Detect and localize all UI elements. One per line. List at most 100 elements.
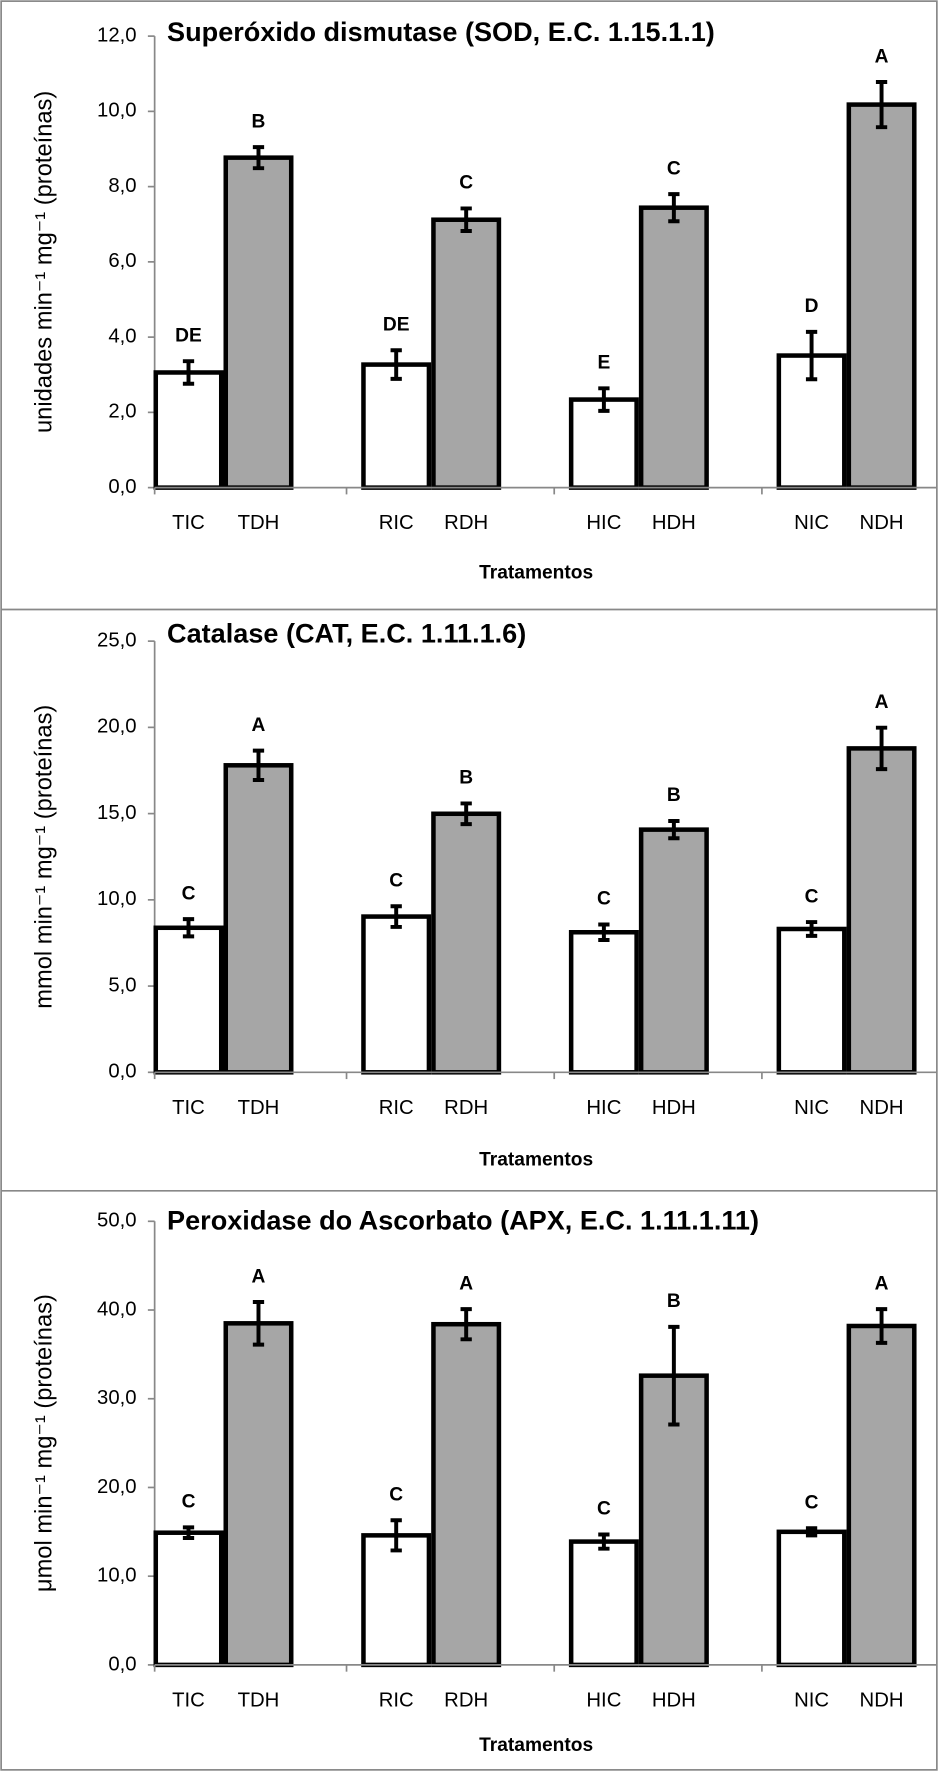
y-tick-label: 5,0: [108, 974, 136, 996]
chart-title: Superóxido dismutase (SOD, E.C. 1.15.1.1…: [167, 16, 715, 47]
y-tick-label: 15,0: [97, 802, 137, 824]
value-label: C: [805, 1493, 819, 1514]
value-label: C: [182, 1492, 196, 1513]
chart-title: Peroxidase do Ascorbato (APX, E.C. 1.11.…: [167, 1205, 759, 1236]
bar: [846, 1323, 917, 1668]
value-label: A: [875, 46, 889, 67]
value-label: C: [805, 886, 819, 907]
error-bar: [460, 801, 472, 827]
x-tick-label: NIC: [794, 512, 829, 534]
error-bar: [390, 1518, 402, 1553]
value-label: C: [459, 173, 473, 194]
value-label: C: [597, 1499, 611, 1520]
value-label: DE: [383, 315, 410, 336]
value-label: B: [252, 111, 266, 132]
bar: [153, 1530, 224, 1668]
x-tick-label: NDH: [860, 1097, 904, 1119]
error-bar: [805, 329, 818, 382]
x-tick-label: TIC: [172, 1097, 205, 1119]
error-bar: [598, 386, 610, 413]
bar: [153, 370, 224, 490]
bar: [361, 1533, 432, 1668]
error-bar: [805, 1526, 818, 1538]
value-label: A: [252, 715, 266, 736]
value-label: DE: [175, 325, 202, 346]
error-bar: [390, 348, 402, 381]
y-axis-label: mmol min⁻¹ mg⁻¹ (proteínas): [31, 705, 57, 1009]
error-bar: [805, 920, 818, 938]
x-tick-label: RDH: [444, 1097, 488, 1119]
x-tick-label: TDH: [238, 1689, 280, 1711]
y-tick-label: 40,0: [97, 1298, 137, 1320]
x-tick-label: HIC: [586, 1097, 621, 1119]
y-tick-label: 8,0: [108, 175, 136, 197]
error-bar: [668, 192, 680, 224]
error-bar: [460, 1307, 472, 1342]
bar: [361, 914, 432, 1075]
value-label: B: [667, 785, 681, 806]
bar: [776, 926, 847, 1075]
bar: [361, 362, 432, 490]
y-tick-label: 2,0: [108, 401, 136, 423]
bar: [223, 155, 294, 490]
bar: [846, 746, 917, 1075]
y-tick-label: 30,0: [97, 1387, 137, 1409]
bar: [568, 930, 639, 1075]
y-tick-label: 25,0: [97, 629, 137, 651]
error-bar: [252, 1300, 265, 1347]
error-bar: [182, 1525, 195, 1541]
y-axis-label: μmol min⁻¹ mg⁻¹ (proteínas): [31, 1294, 57, 1592]
bar: [638, 827, 709, 1075]
x-tick-label: HIC: [586, 1689, 621, 1711]
x-tick-label: RDH: [444, 1689, 488, 1711]
value-label: A: [252, 1266, 266, 1287]
error-bar: [252, 748, 265, 782]
bar: [431, 217, 502, 490]
x-tick-label: NIC: [794, 1097, 829, 1119]
y-tick-label: 50,0: [97, 1210, 137, 1232]
x-tick-label: HDH: [652, 1689, 696, 1711]
y-tick-label: 10,0: [97, 1565, 137, 1587]
error-bar: [875, 725, 888, 772]
value-label: E: [597, 353, 610, 374]
y-tick-label: 4,0: [108, 325, 136, 347]
x-tick-label: RIC: [379, 1689, 414, 1711]
y-axis-label: unidades min⁻¹ mg⁻¹ (proteínas): [31, 91, 57, 433]
value-label: D: [805, 296, 819, 317]
bar: [223, 1321, 294, 1668]
error-bar: [460, 206, 472, 233]
value-label: C: [182, 883, 196, 904]
bar: [568, 397, 639, 490]
error-bar: [252, 145, 265, 171]
error-bar: [598, 1532, 610, 1551]
bar: [568, 1539, 639, 1668]
x-axis-label: Tratamentos: [479, 562, 593, 583]
y-tick-label: 20,0: [97, 716, 137, 738]
value-label: A: [875, 1273, 889, 1294]
x-tick-label: TDH: [238, 512, 280, 534]
y-tick-label: 0,0: [108, 476, 136, 498]
y-tick-label: 10,0: [97, 888, 137, 910]
value-label: C: [597, 889, 611, 910]
chart-title: Catalase (CAT, E.C. 1.11.1.6): [167, 618, 526, 649]
bar: [776, 1529, 847, 1668]
bar: [431, 811, 502, 1075]
error-bar: [875, 1307, 888, 1345]
value-label: B: [667, 1291, 681, 1312]
error-bar: [598, 922, 610, 942]
x-axis-label: Tratamentos: [479, 1149, 593, 1170]
y-tick-label: 0,0: [108, 1061, 136, 1083]
error-bar: [182, 359, 195, 386]
y-tick-label: 12,0: [97, 24, 137, 46]
x-tick-label: HDH: [652, 1097, 696, 1119]
value-label: B: [459, 768, 473, 789]
value-label: C: [667, 158, 681, 179]
error-bar: [875, 80, 888, 130]
x-tick-label: HIC: [586, 512, 621, 534]
x-tick-label: NDH: [860, 1689, 904, 1711]
x-tick-label: NIC: [794, 1689, 829, 1711]
x-tick-label: TDH: [238, 1097, 280, 1119]
x-axis-label: Tratamentos: [479, 1735, 593, 1756]
